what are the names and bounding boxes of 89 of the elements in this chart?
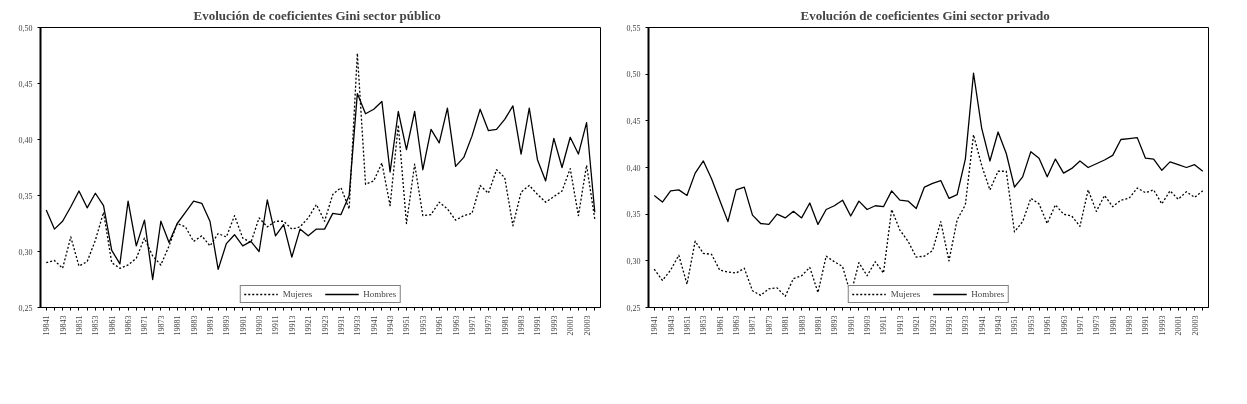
x-tick-label: 19921: [912, 315, 922, 336]
x-tick-label: 19933: [961, 315, 971, 336]
x-tick-label: 20003: [1190, 315, 1200, 336]
legend-label: Hombres: [363, 289, 397, 299]
x-tick-label: 19913: [287, 315, 297, 336]
x-tick-label: 19881: [781, 315, 791, 336]
x-tick-label: 20001: [566, 315, 576, 336]
x-tick-label: 19991: [533, 315, 543, 336]
x-tick-label: 19963: [1059, 315, 1069, 336]
x-tick-label: 19961: [1043, 315, 1053, 336]
x-tick-label: 19951: [1010, 315, 1020, 336]
chart-title: Evolución de coeficientes Gini sector público: [193, 7, 441, 23]
x-tick-label: 19913: [895, 315, 905, 336]
y-tick-label: 0,45: [626, 116, 641, 126]
x-tick-label: 19931: [944, 315, 954, 336]
x-tick-label: 19941: [369, 315, 379, 336]
x-tick-label: 19843: [58, 315, 68, 336]
y-tick-label: 0,45: [18, 79, 33, 89]
y-tick-label: 0,25: [18, 303, 33, 313]
x-tick-label: 19953: [1026, 315, 1036, 336]
x-tick-label: 19861: [715, 315, 725, 336]
x-tick-label: 19891: [813, 315, 823, 336]
y-tick-label: 0,35: [626, 210, 641, 220]
x-tick-label: 19883: [189, 315, 199, 336]
x-tick-label: 19961: [435, 315, 445, 336]
x-tick-label: 19901: [238, 315, 248, 336]
x-tick-label: 19863: [124, 315, 134, 336]
x-tick-label: 19971: [1075, 315, 1085, 336]
line-series: [653, 72, 1204, 226]
x-tick-label: 19861: [107, 315, 117, 336]
y-tick-label: 0,40: [626, 163, 641, 173]
x-tick-label: 19943: [386, 315, 396, 336]
x-tick-label: 20003: [582, 315, 592, 336]
x-tick-label: 19923: [320, 315, 330, 336]
x-tick-label: 19941: [977, 315, 987, 336]
x-tick-label: 19993: [549, 315, 559, 336]
x-tick-label: 19843: [666, 315, 676, 336]
x-tick-label: 19903: [863, 315, 873, 336]
legend-label: Mujeres: [282, 289, 313, 299]
x-tick-label: 19873: [764, 315, 774, 336]
x-tick-label: 19893: [830, 315, 840, 336]
y-tick-label: 0,35: [18, 191, 33, 201]
x-tick-label: 19953: [418, 315, 428, 336]
x-tick-label: 19933: [353, 315, 363, 336]
x-tick-label: 19903: [255, 315, 265, 336]
y-tick-label: 0,30: [18, 247, 33, 257]
x-tick-label: 19871: [748, 315, 758, 336]
x-tick-label: 19923: [928, 315, 938, 336]
x-tick-label: 19891: [205, 315, 215, 336]
y-tick-label: 0,40: [18, 135, 33, 145]
legend-label: Mujeres: [890, 289, 921, 299]
x-tick-label: 19973: [1092, 315, 1102, 336]
x-tick-label: 19973: [484, 315, 494, 336]
x-tick-label: 20001: [1174, 315, 1184, 336]
x-tick-label: 19853: [91, 315, 101, 336]
x-tick-label: 19841: [650, 315, 660, 336]
x-tick-label: 19983: [517, 315, 527, 336]
x-tick-label: 19853: [699, 315, 709, 336]
x-tick-label: 19893: [222, 315, 232, 336]
x-tick-label: 19993: [1157, 315, 1167, 336]
y-tick-label: 0,55: [626, 23, 641, 33]
x-tick-label: 19943: [994, 315, 1004, 336]
legend-label: Hombres: [971, 289, 1005, 299]
x-tick-label: 19881: [173, 315, 183, 336]
x-tick-label: 19873: [156, 315, 166, 336]
x-tick-label: 19921: [304, 315, 314, 336]
x-tick-label: 19851: [74, 315, 84, 336]
y-tick-label: 0,50: [18, 23, 33, 33]
x-tick-label: 19871: [140, 315, 150, 336]
x-tick-label: 19981: [500, 315, 510, 336]
x-tick-label: 19983: [1125, 315, 1135, 336]
x-tick-label: 19951: [402, 315, 412, 336]
x-tick-label: 19911: [271, 315, 281, 336]
x-tick-label: 19963: [451, 315, 461, 336]
x-tick-label: 19863: [732, 315, 742, 336]
x-tick-label: 19841: [42, 315, 52, 336]
y-tick-label: 0,30: [626, 256, 641, 266]
line-series: [653, 134, 1204, 297]
x-tick-label: 19981: [1108, 315, 1118, 336]
x-tick-label: 19971: [467, 315, 477, 336]
x-tick-label: 19883: [797, 315, 807, 336]
x-tick-label: 19851: [682, 315, 692, 336]
x-tick-label: 19991: [1141, 315, 1151, 336]
x-tick-label: 19931: [336, 315, 346, 336]
y-tick-label: 0,25: [626, 303, 641, 313]
y-tick-label: 0,50: [626, 70, 641, 80]
chart-title: Evolución de coeficientes Gini sector privado: [800, 7, 1050, 23]
x-tick-label: 19911: [879, 315, 889, 336]
x-tick-label: 19901: [846, 315, 856, 336]
